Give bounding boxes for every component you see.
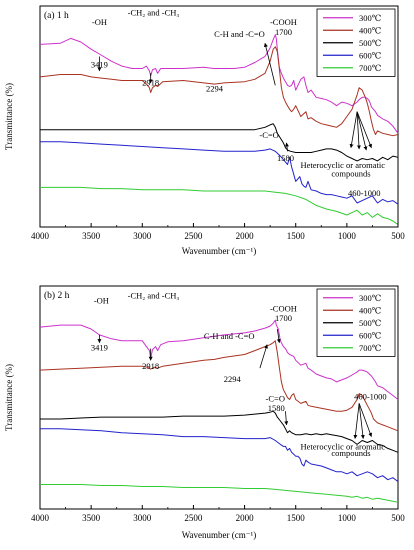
annotation-label: 460-1000	[348, 188, 381, 198]
series-line-1	[39, 340, 399, 432]
series-line-0	[39, 34, 399, 134]
x-axis-title: Wavenumber (cm⁻¹)	[182, 530, 256, 540]
annotation-label: -CH₂ and -CH₃	[128, 291, 180, 301]
annotation-label: 1580	[268, 403, 285, 413]
legend-entry: 700℃	[359, 343, 381, 353]
x-tick-label: 4000	[31, 231, 50, 241]
x-tick-label: 1500	[287, 231, 306, 241]
legend: 300℃ 400℃ 500℃ 600℃ 700℃	[316, 8, 396, 77]
y-axis-title: Transmittance (%)	[4, 83, 14, 150]
annotation-label: 2918	[142, 361, 159, 371]
annotation-label: 1580	[277, 153, 294, 163]
x-tick-label: 2000	[236, 513, 255, 523]
x-tick-label: 3000	[133, 513, 152, 523]
legend-entry: 300℃	[359, 13, 381, 23]
legend-entry: 400℃	[359, 305, 381, 315]
annotation-label: 2294	[224, 374, 242, 384]
annotation-label: C-H and -C=O	[214, 29, 265, 39]
series-line-0	[39, 319, 399, 400]
annotation-label: Heterocyclic or aromatic	[301, 441, 386, 451]
annotation-label: 1700	[275, 27, 292, 37]
annotation-label: -C=O	[259, 130, 278, 140]
legend-entry: 400℃	[359, 25, 381, 35]
annotation-label: Heterocyclic or aromatic	[301, 160, 386, 170]
legend-entry: 600℃	[359, 50, 381, 60]
annotation-arrow	[284, 411, 289, 426]
x-tick-label: 1500	[287, 513, 306, 523]
annotation-label: -OH	[94, 296, 109, 306]
annotation-arrow	[356, 111, 372, 149]
annotation-label: compounds	[331, 169, 370, 179]
annotation-arrow	[263, 42, 276, 86]
annotation-arrow	[259, 344, 268, 369]
annotation-arrow	[356, 111, 368, 151]
annotation-label: C-H and -C=O	[204, 331, 255, 341]
series-line-3	[40, 141, 399, 205]
chart-panel-1h: 4000 3500 3000 2500 2000 1500 1000 500 Wavenumbe…	[4, 5, 405, 256]
chart-panel-2h: 4000 3500 3000 2500 2000 1500 1000 500 Wavenumbe…	[4, 285, 405, 540]
annotation-arrow	[358, 403, 365, 439]
annotation-arrow	[284, 142, 289, 152]
x-tick-label: 1000	[338, 231, 357, 241]
x-tick-label: 3500	[82, 513, 101, 523]
x-tick-label: 500	[391, 513, 405, 523]
legend-entry: 700℃	[359, 63, 381, 73]
x-tick-label: 2500	[184, 513, 203, 523]
panel-label: (a) 1 h	[44, 10, 69, 21]
series-line-3	[40, 428, 399, 482]
x-tick-label: 3500	[82, 231, 101, 241]
annotation-arrow	[358, 403, 373, 437]
annotation-label: 2294	[206, 83, 224, 93]
x-tick-label: 2500	[184, 231, 203, 241]
x-tick-label: 2000	[236, 231, 255, 241]
y-axis-title: Transmittance (%)	[4, 364, 14, 431]
series-line-4	[40, 186, 399, 226]
annotation-label: -CH₂ and -CH₃	[128, 8, 180, 18]
annotation-arrow	[353, 403, 360, 439]
annotation-arrow	[349, 111, 358, 149]
annotation-arrow	[356, 111, 361, 150]
legend-entry: 500℃	[359, 38, 381, 48]
series-line-2	[40, 123, 399, 162]
series-line-2	[40, 410, 399, 453]
annotation-arrow	[276, 328, 281, 344]
annotation-label: -COOH	[270, 303, 297, 313]
annotation-label: 3419	[91, 343, 108, 353]
legend-entry: 600℃	[359, 330, 381, 340]
legend-entry: 300℃	[359, 293, 381, 303]
annotation-label: compounds	[331, 448, 370, 458]
annotation-label: 1700	[275, 313, 292, 323]
legend-entry: 500℃	[359, 318, 381, 328]
x-tick-label: 1000	[338, 513, 357, 523]
x-axis-title: Wavenumber (cm⁻¹)	[182, 246, 256, 256]
x-tick-label: 500	[391, 231, 405, 241]
annotation-label: -C=O	[266, 393, 285, 403]
annotation-label: -COOH	[270, 17, 297, 27]
x-tick-label: 3000	[133, 231, 152, 241]
series-line-1	[39, 46, 399, 137]
panel-label: (b) 2 h	[44, 290, 70, 301]
series-line-4	[40, 484, 399, 503]
legend: 300℃ 400℃ 500℃ 600℃ 700℃	[316, 288, 396, 357]
annotation-label: 460-1000	[354, 391, 387, 401]
x-tick-label: 4000	[31, 513, 50, 523]
annotation-label: -OH	[92, 17, 107, 27]
